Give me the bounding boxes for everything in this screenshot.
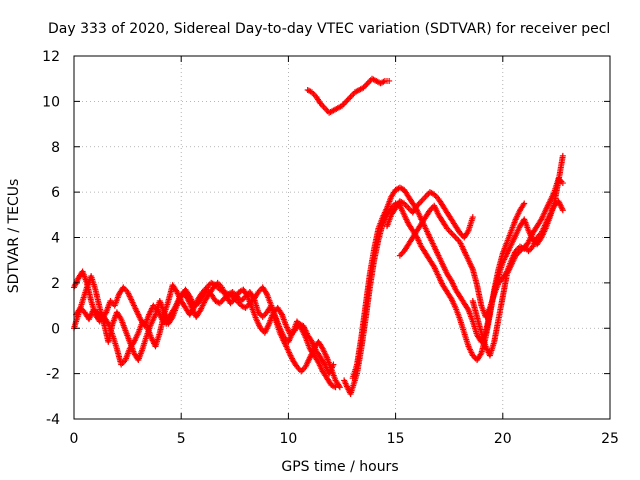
- data-point: [386, 77, 393, 84]
- y-tick-label: 8: [51, 140, 60, 156]
- x-tick-label: 20: [494, 431, 512, 447]
- series-track: [71, 273, 339, 391]
- series-track: [349, 152, 566, 382]
- data-point: [464, 229, 471, 236]
- y-tick-label: 12: [42, 49, 60, 65]
- series-track: [304, 75, 393, 116]
- axis-ticks: 0 5 10 15 20 25 -4 -2 0 2 4 6 8 10 12: [42, 49, 619, 447]
- data-point: [520, 201, 527, 208]
- data-markers: [71, 75, 566, 398]
- x-tick-label: 0: [70, 431, 79, 447]
- data-point: [559, 180, 566, 187]
- series-track: [469, 198, 566, 359]
- data-point: [332, 384, 339, 391]
- x-tick-label: 10: [279, 431, 297, 447]
- data-point: [250, 294, 257, 301]
- y-tick-label: -2: [46, 367, 60, 383]
- data-point: [335, 382, 342, 389]
- x-tick-label: 5: [177, 431, 186, 447]
- data-point: [477, 351, 484, 358]
- x-tick-label: 15: [387, 431, 405, 447]
- y-axis-label: SDTVAR / TECUs: [6, 179, 22, 294]
- data-point: [521, 200, 528, 207]
- y-tick-label: 4: [51, 231, 60, 247]
- y-tick-label: 2: [51, 276, 60, 292]
- y-tick-label: 10: [42, 94, 60, 110]
- x-axis-label: GPS time / hours: [281, 459, 398, 475]
- data-point: [559, 207, 566, 214]
- data-point: [559, 152, 566, 159]
- grid-lines: [74, 56, 610, 419]
- y-tick-label: -4: [46, 412, 60, 428]
- data-point: [469, 214, 476, 221]
- chart-title: Day 333 of 2020, Sidereal Day-to-day VTE…: [48, 21, 610, 37]
- series-track: [384, 189, 476, 241]
- y-tick-label: 0: [51, 321, 60, 337]
- data-point: [330, 361, 337, 368]
- x-tick-label: 25: [601, 431, 619, 447]
- y-tick-label: 6: [51, 185, 60, 201]
